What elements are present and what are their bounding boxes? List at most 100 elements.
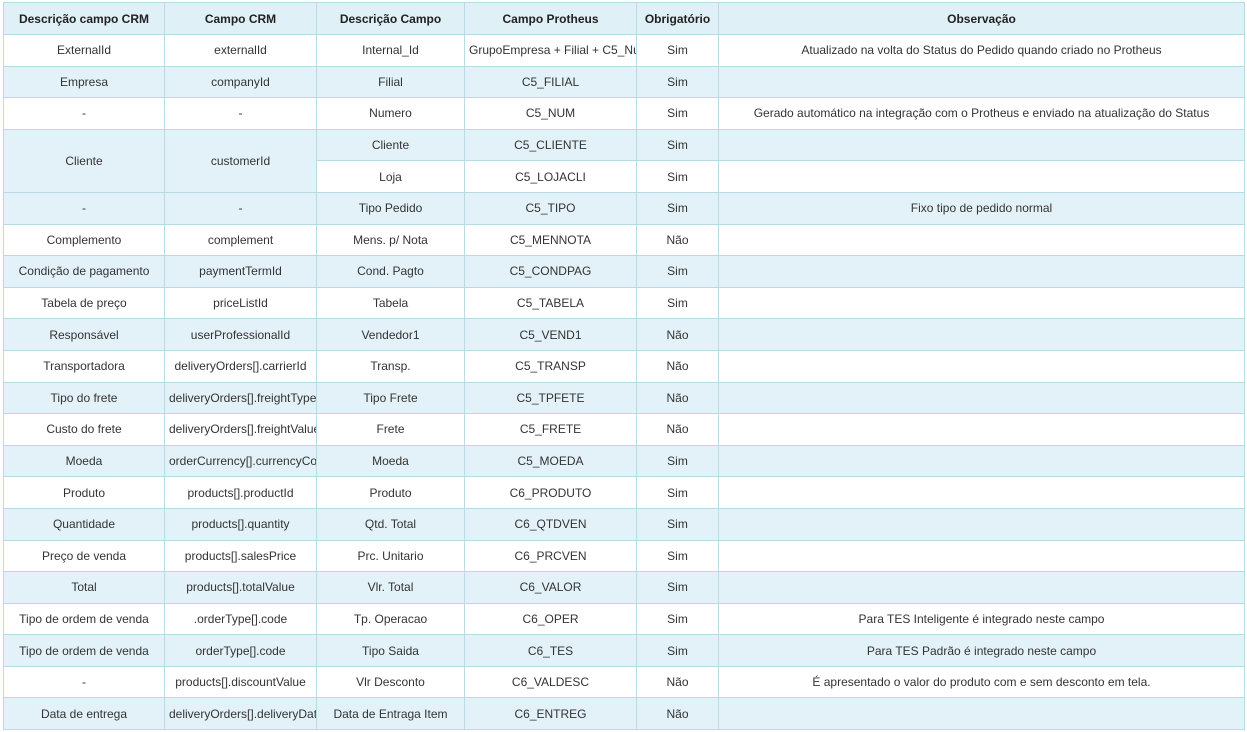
cell-crm-description: Moeda: [3, 444, 165, 478]
cell-field-description: Tipo Pedido: [316, 191, 465, 225]
table-row: Empresa companyId Filial C5_FILIAL Sim: [3, 65, 1245, 99]
header-field-description: Descrição Campo: [316, 2, 465, 35]
cell-crm-field: deliveryOrders[].carrierId: [164, 349, 317, 383]
cell-required: Sim: [636, 255, 719, 288]
table-row: Responsável userProfessionalId Vendedor1 C5…: [3, 318, 1245, 351]
cell-field-description: Tp. Operacao: [316, 602, 465, 636]
cell-required: Não: [636, 349, 719, 383]
cell-notes: [718, 381, 1245, 415]
cell-notes: Gerado automático na integração com o Pr…: [718, 97, 1245, 130]
table-row: Transportadora deliveryOrders[].carrierId…: [3, 349, 1245, 383]
cell-notes: [718, 697, 1245, 731]
table-row: Custo do frete deliveryOrders[].freightVa…: [3, 413, 1245, 446]
cell-field-description: Frete: [316, 413, 465, 446]
field-mapping-table: Descrição campo CRM Campo CRM Descrição …: [3, 2, 1245, 731]
cell-crm-description: -: [3, 97, 165, 130]
table-row: Loja C5_LOJACLI Sim: [4, 160, 1245, 193]
cell-crm-field: deliveryOrders[].freightValue: [164, 413, 317, 446]
cell-notes: [718, 128, 1245, 162]
header-crm-description: Descrição campo CRM: [3, 2, 165, 35]
table-row: - - Numero C5_NUM Sim Gerado automático na in…: [3, 97, 1245, 130]
cell-required: Não: [636, 697, 719, 731]
cell-notes: [718, 349, 1245, 383]
table-row: Produto products[].productId Produto C6_PRO…: [3, 476, 1245, 509]
cell-protheus-field: GrupoEmpresa + Filial + C5_Num: [464, 34, 637, 67]
table-row: Moeda orderCurrency[].currencyCode Moeda C5…: [3, 444, 1245, 478]
cell-required: Sim: [636, 602, 719, 636]
cell-protheus-field: C6_VALOR: [464, 571, 637, 604]
cell-crm-description: -: [3, 665, 165, 699]
cell-notes: Fixo tipo de pedido normal: [718, 191, 1245, 225]
cell-crm-field: complement: [164, 223, 317, 257]
cell-notes: [718, 507, 1245, 541]
cell-protheus-field: C6_ENTREG: [464, 697, 637, 731]
cell-field-description: Moeda: [316, 444, 465, 478]
table-body: ExternalId externalId Internal_Id GrupoEmpr…: [3, 34, 1245, 731]
cell-notes: [718, 571, 1245, 604]
cell-protheus-field: C6_PRCVEN: [464, 539, 637, 573]
cell-crm-field: products[].salesPrice: [164, 539, 317, 573]
cell-crm-field: deliveryOrders[].freightTypeId: [164, 381, 317, 415]
cell-notes: [718, 223, 1245, 257]
header-required: Obrigatório: [636, 2, 719, 35]
cell-field-description: Vlr Desconto: [316, 665, 465, 699]
cell-notes: [718, 444, 1245, 478]
cell-field-description: Prc. Unitario: [316, 539, 465, 573]
cell-crm-description: Tipo de ordem de venda: [3, 634, 165, 667]
cell-crm-field: products[].discountValue: [164, 665, 317, 699]
cell-crm-field: products[].totalValue: [164, 571, 317, 604]
cell-field-description: Tabela: [316, 286, 465, 320]
cell-crm-field: externalId: [164, 34, 317, 67]
table-row: - - Tipo Pedido C5_TIPO Sim Fixo tipo de pedi…: [3, 191, 1245, 225]
cell-crm-description: Tipo de ordem de venda: [3, 602, 165, 636]
cell-field-description: Tipo Frete: [316, 381, 465, 415]
cell-crm-field: priceListId: [164, 286, 317, 320]
cell-protheus-field: C6_QTDVEN: [464, 507, 637, 541]
cell-protheus-field: C6_TES: [464, 634, 637, 667]
table-row: Complemento complement Mens. p/ Nota C5_MEN…: [3, 223, 1245, 257]
cell-required: Não: [636, 381, 719, 415]
cell-crm-field: products[].productId: [164, 476, 317, 509]
cell-crm-field: orderCurrency[].currencyCode: [164, 444, 317, 478]
cell-notes: [718, 286, 1245, 320]
cell-crm-description: Data de entrega: [3, 697, 165, 731]
header-notes: Observação: [718, 2, 1245, 35]
cell-required: Não: [636, 223, 719, 257]
cell-required: Não: [636, 318, 719, 351]
header-crm-field: Campo CRM: [164, 2, 317, 35]
cell-crm-field: customerId: [164, 128, 317, 193]
cell-crm-description: Complemento: [3, 223, 165, 257]
table-row: Tipo de ordem de venda orderType[].code Ti…: [3, 634, 1245, 667]
table-row: Tipo do frete deliveryOrders[].freightTyp…: [3, 381, 1245, 415]
cell-notes: [718, 413, 1245, 446]
cell-protheus-field: C5_MOEDA: [464, 444, 637, 478]
cell-required: Sim: [636, 128, 719, 162]
cell-field-description: Cond. Pagto: [316, 255, 465, 288]
cell-crm-description: Tabela de preço: [3, 286, 165, 320]
cell-protheus-field: C5_FRETE: [464, 413, 637, 446]
cell-required: Sim: [636, 444, 719, 478]
cell-protheus-field: C5_LOJACLI: [464, 160, 637, 193]
cell-field-description: Tipo Saida: [316, 634, 465, 667]
cell-crm-field: -: [164, 97, 317, 130]
table-row: Cliente customerId Cliente C5_CLIENTE Sim: [3, 128, 1245, 193]
cell-crm-description: Total: [3, 571, 165, 604]
cell-required: Sim: [636, 539, 719, 573]
cell-field-description: Data de Entraga Item: [316, 697, 465, 731]
cell-protheus-field: C6_VALDESC: [464, 665, 637, 699]
cell-crm-description: Custo do frete: [3, 413, 165, 446]
cell-field-description: Qtd. Total: [316, 507, 465, 541]
cell-crm-field: companyId: [164, 65, 317, 99]
cell-field-description: Mens. p/ Nota: [316, 223, 465, 257]
table-header-row: Descrição campo CRM Campo CRM Descrição …: [3, 2, 1245, 35]
cell-notes: [718, 160, 1245, 193]
table-row: Quantidade products[].quantity Qtd. Total C…: [3, 507, 1245, 541]
cell-crm-description: Tipo do frete: [3, 381, 165, 415]
cell-protheus-field: C5_NUM: [464, 97, 637, 130]
cell-crm-description: Empresa: [3, 65, 165, 99]
cell-crm-field: deliveryOrders[].deliveryDate: [164, 697, 317, 731]
cell-notes: [718, 255, 1245, 288]
cell-crm-description: Quantidade: [3, 507, 165, 541]
cell-notes: Para TES Inteligente é integrado neste c…: [718, 602, 1245, 636]
cell-protheus-field: C5_TABELA: [464, 286, 637, 320]
